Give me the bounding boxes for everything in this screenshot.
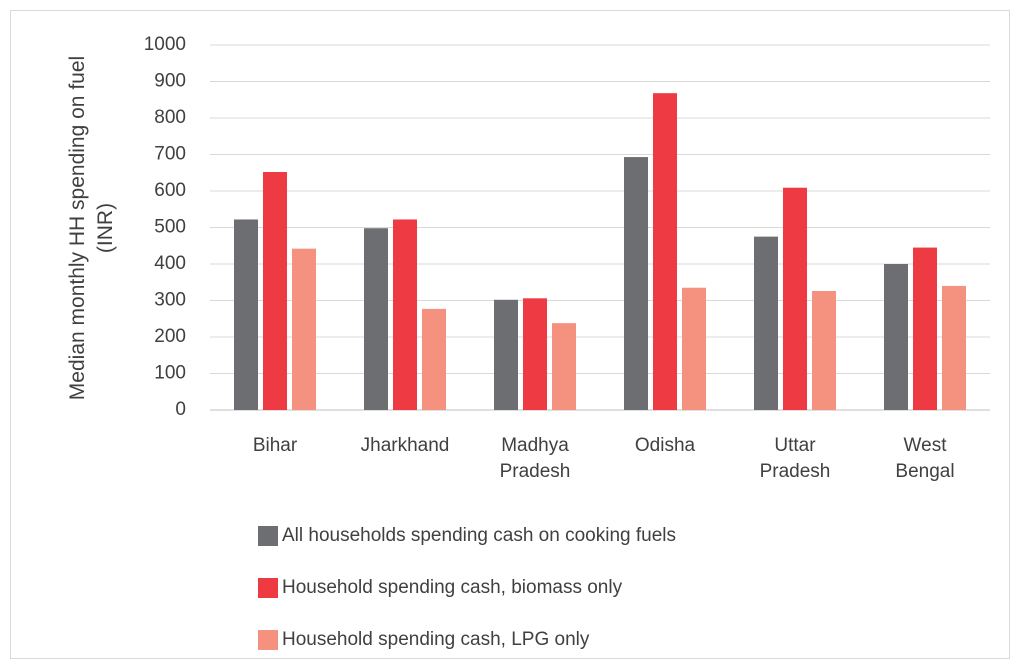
legend-label: All households spending cash on cooking … <box>282 525 676 546</box>
y-tick-label: 1000 <box>144 34 186 55</box>
x-tick-label: Odisha <box>635 435 696 456</box>
bar <box>393 219 417 410</box>
bar <box>624 157 648 410</box>
y-tick-label: 600 <box>154 180 186 201</box>
x-tick-label: West Bengal <box>895 435 954 482</box>
y-tick-label: 300 <box>154 290 186 311</box>
bar <box>682 287 706 410</box>
x-tick-label: Jharkhand <box>361 435 450 456</box>
y-tick-label: 0 <box>175 399 186 420</box>
y-tick-label: 200 <box>154 326 186 347</box>
bar <box>263 172 287 410</box>
y-tick-label: 900 <box>154 71 186 92</box>
legend-label: Household spending cash, biomass only <box>282 577 623 598</box>
y-tick-label: 700 <box>154 144 186 165</box>
bar <box>494 299 518 410</box>
bar <box>292 248 316 410</box>
y-tick-label: 800 <box>154 107 186 128</box>
bar <box>783 187 807 410</box>
x-tick-label: Bihar <box>253 435 298 456</box>
legend-swatch <box>258 630 278 650</box>
bar <box>942 285 966 410</box>
bar <box>754 236 778 410</box>
x-tick-label: Uttar Pradesh <box>760 435 831 482</box>
bar <box>234 219 258 410</box>
x-tick-label: Madhya Pradesh <box>500 435 571 482</box>
y-tick-label: 100 <box>154 363 186 384</box>
bar <box>422 308 446 410</box>
legend-label: Household spending cash, LPG only <box>282 629 590 650</box>
bar <box>913 247 937 410</box>
bar <box>523 298 547 410</box>
legend-swatch <box>258 526 278 546</box>
bar <box>364 228 388 410</box>
bar <box>653 93 677 411</box>
y-axis-label: Median monthly HH spending on fuel (INR) <box>66 56 117 400</box>
y-tick-label: 400 <box>154 253 186 274</box>
bar <box>812 291 836 410</box>
y-tick-label: 500 <box>154 217 186 238</box>
bar <box>884 264 908 410</box>
legend-swatch <box>258 578 278 598</box>
bar <box>552 323 576 410</box>
